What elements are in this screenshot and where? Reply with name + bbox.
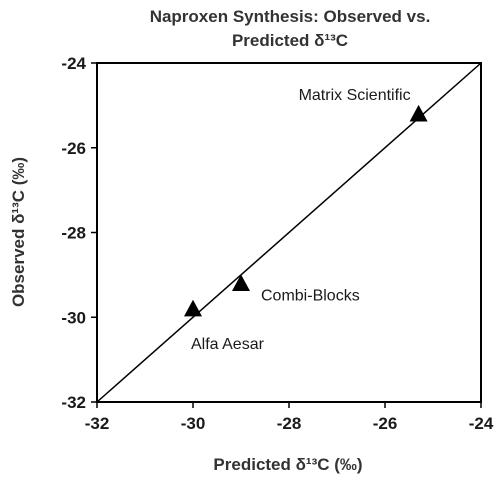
data-point-marker xyxy=(184,299,202,317)
x-tick-label: -26 xyxy=(373,414,398,433)
chart-title-line-2: Predicted δ¹³C xyxy=(232,31,348,50)
x-tick-label: -30 xyxy=(181,414,206,433)
y-axis-label: Observed δ¹³C (‰) xyxy=(9,157,28,307)
data-point-label: Alfa Aesar xyxy=(191,336,265,353)
data-point-labels: Matrix Scientific Combi-Blocks Alfa Aesar xyxy=(191,87,411,353)
x-tick-label: -24 xyxy=(469,414,494,433)
y-tick-label: -30 xyxy=(61,308,86,327)
x-axis-label: Predicted δ¹³C (‰) xyxy=(213,455,362,474)
y-axis-ticks: -32 -30 -28 -26 -24 xyxy=(61,54,97,412)
x-tick-label: -28 xyxy=(277,414,302,433)
data-points xyxy=(184,104,428,317)
y-tick-label: -26 xyxy=(61,139,86,158)
data-point-label: Combi-Blocks xyxy=(261,287,360,304)
x-tick-label: -32 xyxy=(85,414,110,433)
data-point-marker xyxy=(232,274,250,291)
data-point-label: Matrix Scientific xyxy=(299,87,411,104)
y-tick-label: -24 xyxy=(61,54,86,73)
y-tick-label: -28 xyxy=(61,224,86,243)
x-axis-ticks: -32 -30 -28 -26 -24 xyxy=(85,402,494,433)
y-tick-label: -32 xyxy=(61,393,86,412)
data-point-marker xyxy=(409,104,428,122)
plot-area: Matrix Scientific Combi-Blocks Alfa Aesar xyxy=(96,62,482,403)
chart-title-line-1: Naproxen Synthesis: Observed vs. xyxy=(150,7,431,26)
